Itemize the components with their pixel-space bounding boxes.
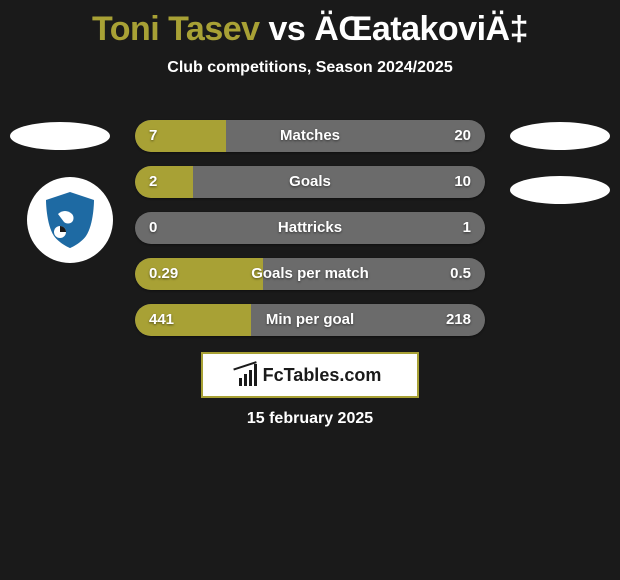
stat-row: 2Goals10	[135, 166, 485, 198]
stat-value-right: 20	[454, 120, 471, 152]
stat-label: Hattricks	[135, 212, 485, 244]
player2-club-placeholder	[510, 176, 610, 204]
brand-box: FcTables.com	[201, 352, 419, 398]
stat-label: Matches	[135, 120, 485, 152]
stat-row: 0.29Goals per match0.5	[135, 258, 485, 290]
stat-row: 441Min per goal218	[135, 304, 485, 336]
subtitle: Club competitions, Season 2024/2025	[0, 59, 620, 77]
stat-label: Min per goal	[135, 304, 485, 336]
stat-value-right: 0.5	[450, 258, 471, 290]
comparison-title: Toni Tasev vs ÄŒatakoviÄ‡	[0, 0, 620, 49]
brand-text: FcTables.com	[263, 365, 382, 386]
stats-panel: 7Matches20 2Goals10 0Hattricks1 0.29Goals p…	[135, 120, 485, 350]
player2-avatar-placeholder	[510, 122, 610, 150]
player1-club-badge	[27, 177, 113, 263]
stat-value-right: 1	[463, 212, 471, 244]
stat-label: Goals	[135, 166, 485, 198]
date-text: 15 february 2025	[0, 410, 620, 428]
vs-text: vs	[269, 10, 306, 48]
stat-value-right: 10	[454, 166, 471, 198]
bar-chart-icon	[239, 364, 257, 386]
player1-avatar-placeholder	[10, 122, 110, 150]
shield-icon	[38, 188, 102, 252]
stat-row: 7Matches20	[135, 120, 485, 152]
player2-name: ÄŒatakoviÄ‡	[314, 10, 528, 48]
stat-row: 0Hattricks1	[135, 212, 485, 244]
player1-name: Toni Tasev	[92, 10, 260, 48]
stat-value-right: 218	[446, 304, 471, 336]
stat-label: Goals per match	[135, 258, 485, 290]
